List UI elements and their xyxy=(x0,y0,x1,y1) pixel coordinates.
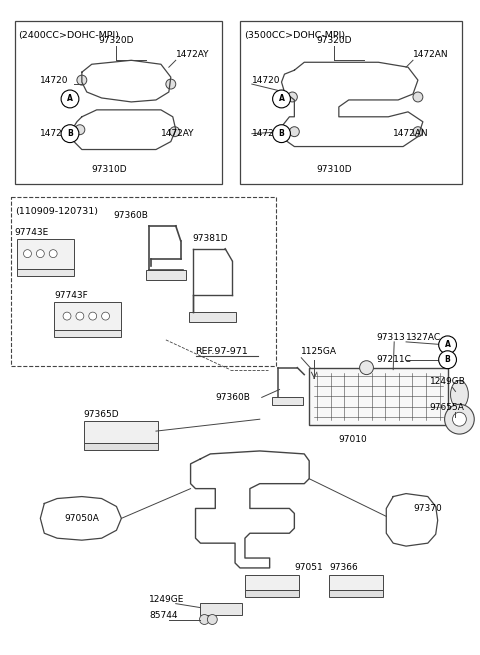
Bar xyxy=(329,575,384,590)
Bar xyxy=(245,575,300,590)
Text: 97051: 97051 xyxy=(294,563,323,572)
Circle shape xyxy=(77,75,87,85)
Bar xyxy=(245,590,300,597)
Text: (110909-120731): (110909-120731) xyxy=(14,207,97,216)
Circle shape xyxy=(207,614,217,624)
Circle shape xyxy=(24,250,32,257)
Text: 97381D: 97381D xyxy=(192,234,228,243)
Circle shape xyxy=(453,412,467,426)
Bar xyxy=(54,330,121,337)
Bar xyxy=(14,20,222,184)
Circle shape xyxy=(89,312,96,320)
Bar xyxy=(17,269,74,276)
Text: 1249GE: 1249GE xyxy=(149,595,184,604)
Circle shape xyxy=(102,312,109,320)
Text: 97655A: 97655A xyxy=(430,403,465,412)
Text: 97360B: 97360B xyxy=(216,393,250,402)
Bar xyxy=(272,398,303,405)
Text: 97365D: 97365D xyxy=(84,410,120,419)
Bar xyxy=(240,20,462,184)
Circle shape xyxy=(413,92,423,102)
Text: 97010: 97010 xyxy=(339,434,368,443)
Bar xyxy=(17,239,74,269)
Circle shape xyxy=(63,312,71,320)
Text: (3500CC>DOHC-MPI): (3500CC>DOHC-MPI) xyxy=(244,31,345,39)
Text: 1249GB: 1249GB xyxy=(430,377,466,386)
Text: 97366: 97366 xyxy=(329,563,358,572)
Text: 14720: 14720 xyxy=(40,129,69,138)
Circle shape xyxy=(288,92,297,102)
Text: 1327AC: 1327AC xyxy=(406,333,441,343)
Text: (2400CC>DOHC-MPI): (2400CC>DOHC-MPI) xyxy=(19,31,120,39)
Circle shape xyxy=(76,312,84,320)
Bar xyxy=(189,312,236,322)
Text: 14720: 14720 xyxy=(40,75,69,84)
Text: 97313: 97313 xyxy=(376,333,405,343)
Text: 97310D: 97310D xyxy=(316,165,352,174)
Text: 97320D: 97320D xyxy=(99,36,134,45)
Text: A: A xyxy=(278,94,285,103)
Text: 14720: 14720 xyxy=(252,129,280,138)
Text: 85744: 85744 xyxy=(149,611,178,620)
Bar xyxy=(84,421,158,443)
Text: 97360B: 97360B xyxy=(113,212,148,221)
Circle shape xyxy=(61,90,79,108)
Text: REF.97-971: REF.97-971 xyxy=(195,347,248,356)
Text: 97211C: 97211C xyxy=(376,355,411,364)
Bar xyxy=(146,271,186,280)
Bar xyxy=(84,443,158,450)
Text: 97050A: 97050A xyxy=(64,514,99,523)
Text: 97743F: 97743F xyxy=(54,291,88,300)
Text: 97310D: 97310D xyxy=(92,165,127,174)
Circle shape xyxy=(444,404,474,434)
Ellipse shape xyxy=(451,381,468,408)
Text: 1472AY: 1472AY xyxy=(161,129,194,138)
Bar xyxy=(329,590,384,597)
Text: 97320D: 97320D xyxy=(316,36,352,45)
Circle shape xyxy=(439,336,456,354)
Circle shape xyxy=(170,126,180,137)
Circle shape xyxy=(49,250,57,257)
Text: 1472AN: 1472AN xyxy=(413,50,449,59)
Bar xyxy=(54,302,121,330)
Circle shape xyxy=(61,124,79,143)
Text: A: A xyxy=(67,94,73,103)
Circle shape xyxy=(289,126,300,137)
Circle shape xyxy=(273,90,290,108)
Bar xyxy=(309,367,447,425)
Text: B: B xyxy=(278,129,284,138)
Circle shape xyxy=(413,126,423,137)
Text: 1472AN: 1472AN xyxy=(393,129,429,138)
Circle shape xyxy=(439,351,456,369)
Text: B: B xyxy=(444,355,450,364)
Text: A: A xyxy=(444,341,451,349)
Circle shape xyxy=(200,614,209,624)
Circle shape xyxy=(360,361,373,375)
Circle shape xyxy=(75,124,85,135)
Text: 97370: 97370 xyxy=(413,504,442,513)
Text: 1125GA: 1125GA xyxy=(301,347,337,356)
Circle shape xyxy=(166,79,176,89)
Circle shape xyxy=(273,124,290,143)
Text: 14720: 14720 xyxy=(252,75,280,84)
Text: 97743E: 97743E xyxy=(14,229,49,237)
Text: 1472AY: 1472AY xyxy=(176,50,209,59)
Bar xyxy=(201,603,242,614)
Circle shape xyxy=(36,250,44,257)
Bar xyxy=(11,197,276,365)
Text: B: B xyxy=(67,129,73,138)
